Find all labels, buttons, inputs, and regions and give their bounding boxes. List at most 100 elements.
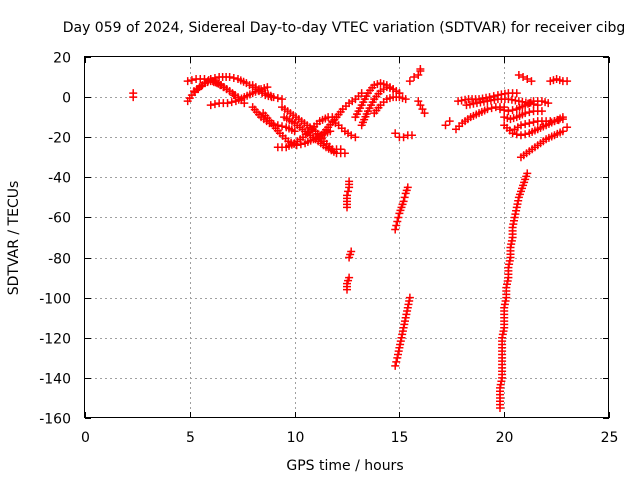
- data-point: [563, 123, 572, 132]
- data-point: [487, 104, 496, 113]
- y-tick-label: -160: [39, 412, 71, 428]
- data-point: [544, 99, 553, 108]
- data-point: [391, 225, 400, 234]
- data-point: [504, 107, 513, 116]
- data-point: [345, 253, 354, 262]
- data-point: [187, 76, 196, 85]
- data-point: [416, 65, 425, 74]
- data-point: [521, 120, 530, 129]
- data-point: [414, 97, 423, 106]
- data-point: [395, 209, 404, 218]
- y-tick-label: -20: [48, 131, 71, 147]
- x-axis-ticks: 0 5 10 15 20 25: [81, 57, 618, 446]
- data-point: [393, 217, 402, 226]
- data-point: [558, 115, 567, 124]
- x-tick-label: 20: [496, 430, 514, 446]
- data-point: [206, 101, 215, 110]
- x-axis-label: GPS time / hours: [286, 458, 403, 474]
- x-tick-label: 5: [186, 430, 195, 446]
- data-point: [345, 183, 354, 192]
- data-point: [392, 357, 401, 366]
- data-point: [394, 213, 403, 222]
- data-point: [391, 129, 400, 138]
- data-point: [223, 99, 232, 108]
- data-point: [414, 71, 423, 80]
- data-point: [399, 133, 408, 142]
- data-point: [210, 74, 219, 83]
- data-point: [401, 189, 410, 198]
- data-point: [516, 121, 525, 130]
- data-point: [519, 73, 528, 82]
- data-point: [347, 131, 356, 140]
- y-tick-label: -80: [48, 252, 71, 268]
- data-point: [269, 93, 278, 102]
- y-tick-label: -120: [39, 332, 71, 348]
- data-point: [278, 122, 287, 131]
- data-point: [340, 149, 349, 158]
- data-point: [129, 93, 138, 102]
- data-point: [537, 107, 546, 116]
- y-tick-label: -60: [48, 211, 71, 227]
- data-point: [523, 169, 532, 178]
- data-point: [516, 131, 525, 140]
- y-tick-label: -40: [48, 171, 71, 187]
- plot-frame: [84, 56, 609, 418]
- data-point: [343, 203, 351, 212]
- data-point: [344, 187, 353, 196]
- y-tick-label: -100: [39, 292, 71, 308]
- y-tick-label: 20: [53, 51, 71, 67]
- data-point: [392, 221, 401, 230]
- y-axis-ticks: 20 0 -20 -40 -60 -80 -100 -120 -140 -160: [39, 51, 609, 428]
- data-point: [521, 109, 530, 118]
- y-tick-label: 0: [62, 91, 71, 107]
- data-point: [206, 75, 215, 84]
- data-point: [407, 131, 416, 140]
- data-point: [227, 98, 236, 107]
- data-point: [550, 117, 559, 126]
- data-point: [393, 353, 402, 362]
- data-point: [410, 73, 419, 82]
- data-point: [521, 130, 530, 139]
- data-point: [508, 129, 517, 138]
- data-point: [343, 285, 351, 294]
- data-point: [278, 95, 287, 104]
- data-point: [418, 105, 427, 114]
- data-point: [400, 193, 409, 202]
- data-point: [420, 109, 429, 118]
- data-point: [512, 130, 521, 139]
- data-point: [558, 127, 567, 136]
- data-point: [183, 77, 192, 86]
- data-point: [525, 108, 534, 117]
- data-point: [225, 73, 234, 82]
- data-point: [554, 116, 563, 125]
- data-point: [210, 100, 219, 109]
- data-point: [290, 127, 299, 136]
- data-point: [351, 133, 360, 142]
- data-point: [500, 106, 509, 115]
- data-point: [273, 94, 282, 103]
- data-point: [391, 361, 400, 370]
- data-point: [229, 74, 238, 83]
- data-point: [441, 121, 450, 130]
- data-point: [529, 118, 538, 127]
- x-tick-label: 15: [391, 430, 409, 446]
- data-point: [263, 83, 272, 92]
- y-tick-label: -140: [39, 372, 71, 388]
- data-point: [563, 77, 572, 86]
- data-point: [512, 89, 521, 98]
- x-tick-label: 25: [601, 430, 619, 446]
- data-point: [508, 106, 517, 115]
- data-marks: [129, 65, 572, 412]
- data-point: [525, 119, 534, 128]
- data-point: [401, 95, 410, 104]
- y-axis-label: SDTVAR / TECUs: [6, 181, 22, 296]
- data-point: [527, 77, 536, 86]
- data-point: [445, 117, 454, 126]
- x-tick-label: 10: [287, 430, 305, 446]
- x-tick-label: 0: [81, 430, 90, 446]
- data-point: [405, 77, 414, 86]
- data-point: [514, 71, 523, 80]
- data-point: [483, 105, 492, 114]
- data-point: [496, 105, 505, 114]
